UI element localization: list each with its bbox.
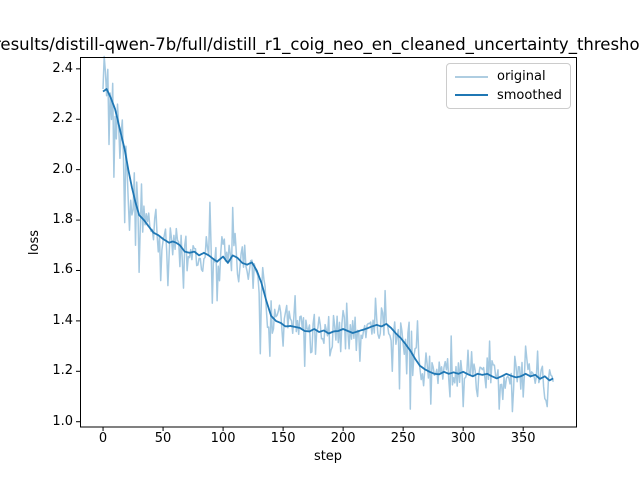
legend-line-original [455, 75, 488, 78]
legend-item-smoothed: smoothed [455, 88, 562, 103]
x-tick-label: 300 [450, 431, 476, 446]
y-tick-label: 1.8 [52, 212, 73, 228]
y-tick-label: 1.2 [52, 363, 73, 379]
y-tick-label: 2.2 [52, 111, 73, 127]
smoothed-line [102, 88, 554, 382]
x-tick-label: 150 [270, 431, 296, 446]
y-tick-label: 1.4 [52, 312, 73, 328]
legend-item-original: original [455, 69, 562, 84]
y-tick-label: 1.6 [52, 262, 73, 278]
legend-label-smoothed: smoothed [497, 87, 562, 103]
x-tick-label: 100 [210, 431, 236, 446]
x-tick-label: 50 [154, 431, 172, 446]
x-tick-label: 350 [510, 431, 536, 446]
x-tick-label: 0 [98, 431, 108, 446]
y-tick-label: 2.0 [52, 161, 73, 177]
legend-line-smoothed [455, 94, 488, 97]
legend-label-original: original [497, 69, 546, 85]
y-axis-label-box: loss [22, 229, 48, 255]
y-tick-label: 1.0 [52, 413, 73, 429]
chart-title: results/distill-qwen-7b/full/distill_r1_… [0, 35, 640, 54]
plot-border [80, 57, 577, 428]
x-tick-label: 250 [390, 431, 416, 446]
x-axis-label: step [313, 449, 343, 464]
y-axis-label: loss [27, 229, 43, 255]
x-tick-label: 200 [330, 431, 356, 446]
legend: original smoothed [446, 63, 571, 109]
axis-ticks [76, 68, 524, 431]
original-line [102, 55, 554, 413]
y-tick-label: 2.4 [52, 60, 73, 76]
